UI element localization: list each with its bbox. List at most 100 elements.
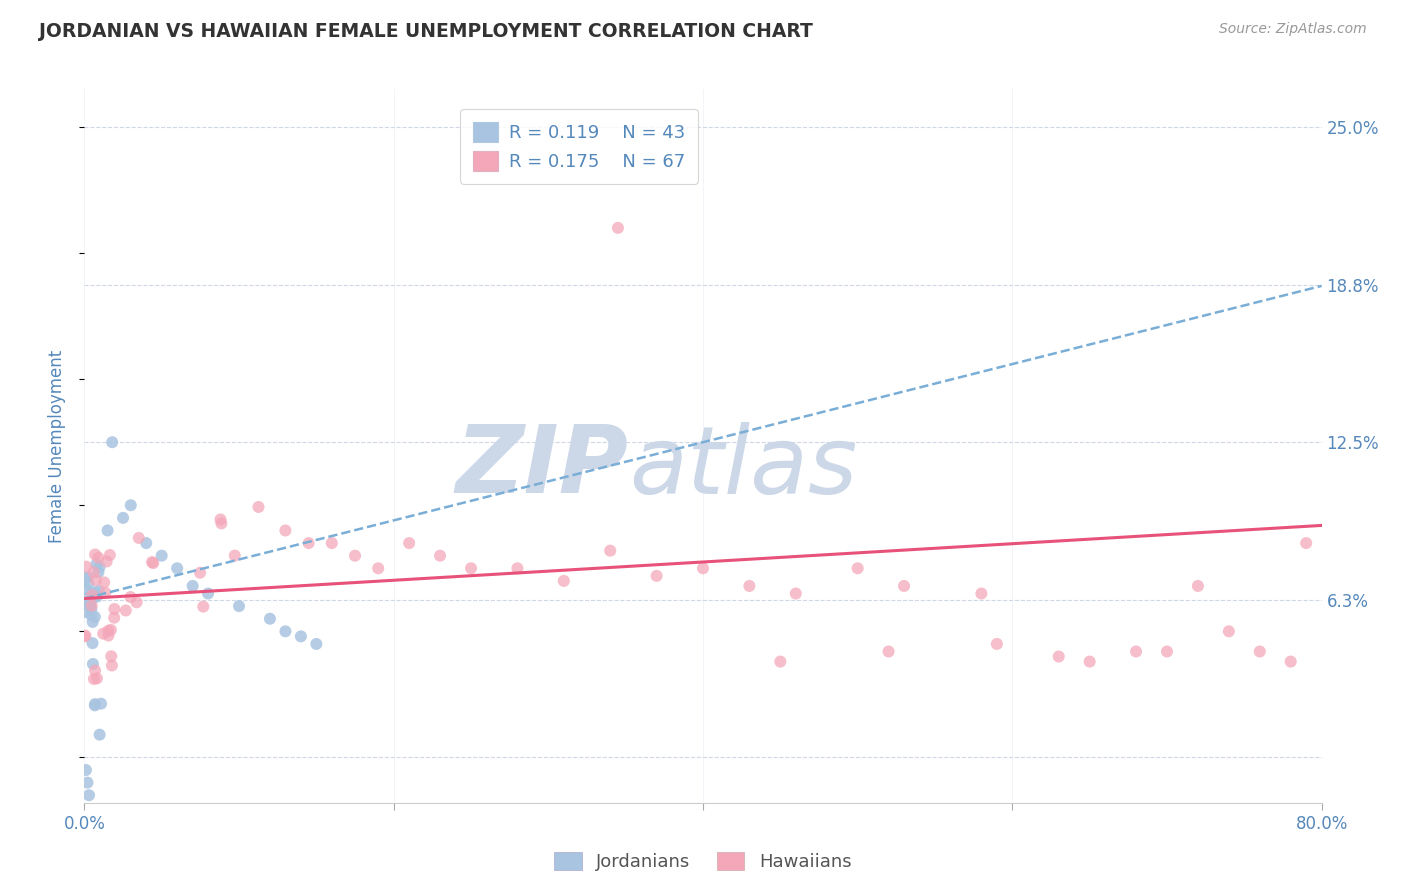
Point (120, 590, 142, 604)
Point (877, 644, 900, 658)
Point (274, 524, 297, 538)
Point (87, 583, 110, 598)
Point (96, 554, 118, 568)
Point (100, 623, 122, 637)
Text: atlas: atlas (628, 422, 858, 513)
Point (1279, 655, 1302, 669)
Point (94, 585, 117, 599)
Point (98, 548, 121, 562)
Point (209, 516, 232, 531)
Point (83, 672, 105, 686)
Text: ZIP: ZIP (456, 421, 628, 514)
Point (83, 610, 105, 624)
Point (150, 549, 173, 563)
Point (73, 630, 96, 644)
Point (86, 672, 108, 686)
Point (75, 763, 97, 777)
Y-axis label: Female Unemployment: Female Unemployment (48, 350, 66, 542)
Point (166, 561, 188, 575)
Legend: Jordanians, Hawaiians: Jordanians, Hawaiians (547, 845, 859, 879)
Point (86, 558, 108, 572)
Point (84, 664, 107, 678)
Point (82, 615, 104, 629)
Point (96, 524, 118, 538)
Point (738, 579, 761, 593)
Point (86, 590, 108, 604)
Point (79, 598, 101, 612)
Point (197, 586, 219, 600)
Point (599, 543, 621, 558)
Point (1295, 536, 1317, 550)
Point (290, 629, 312, 643)
Point (82, 588, 104, 602)
Point (89, 728, 111, 742)
Point (692, 561, 714, 575)
Point (114, 603, 136, 617)
Point (128, 531, 150, 545)
Point (228, 599, 250, 614)
Point (986, 637, 1008, 651)
Point (460, 561, 482, 575)
Point (73, 605, 96, 619)
Point (553, 574, 575, 588)
Point (80, 602, 103, 616)
Point (84, 548, 107, 562)
Point (305, 637, 328, 651)
Point (1125, 644, 1147, 658)
Point (1218, 624, 1240, 639)
Point (101, 435, 124, 450)
Point (224, 549, 246, 563)
Point (80, 608, 103, 623)
Point (193, 599, 215, 614)
Point (97, 629, 120, 643)
Point (76, 570, 98, 584)
Point (83, 566, 105, 580)
Point (367, 561, 389, 575)
Point (80, 599, 103, 613)
Point (209, 512, 232, 526)
Point (259, 612, 281, 626)
Point (1156, 644, 1178, 658)
Point (1249, 644, 1271, 658)
Point (82, 587, 104, 601)
Point (970, 586, 993, 600)
Point (769, 655, 792, 669)
Point (75, 571, 97, 585)
Point (141, 555, 163, 569)
Point (606, 220, 628, 235)
Point (785, 586, 807, 600)
Point (297, 536, 319, 550)
Point (87, 565, 110, 579)
Point (89, 560, 111, 574)
Point (846, 561, 869, 575)
Point (75, 559, 97, 574)
Point (93, 575, 115, 590)
Point (91, 626, 114, 640)
Point (83, 698, 105, 713)
Point (90, 697, 112, 711)
Legend: R = 0.119    N = 43, R = 0.175    N = 67: R = 0.119 N = 43, R = 0.175 N = 67 (460, 109, 699, 184)
Point (274, 624, 297, 639)
Text: Source: ZipAtlas.com: Source: ZipAtlas.com (1219, 22, 1367, 37)
Point (84, 697, 107, 711)
Point (125, 595, 148, 609)
Point (77, 599, 100, 613)
Point (135, 536, 157, 550)
Point (97, 624, 120, 638)
Point (142, 556, 165, 570)
Point (247, 500, 270, 514)
Point (82, 657, 104, 671)
Point (87, 550, 110, 565)
Point (1078, 655, 1101, 669)
Point (120, 498, 142, 512)
Point (188, 566, 211, 580)
Point (103, 610, 125, 624)
Point (103, 602, 125, 616)
Point (76, 775, 98, 789)
Point (181, 579, 204, 593)
Point (1047, 649, 1070, 664)
Point (77, 789, 100, 803)
Point (321, 536, 343, 550)
Point (84, 585, 107, 599)
Point (84, 573, 107, 587)
